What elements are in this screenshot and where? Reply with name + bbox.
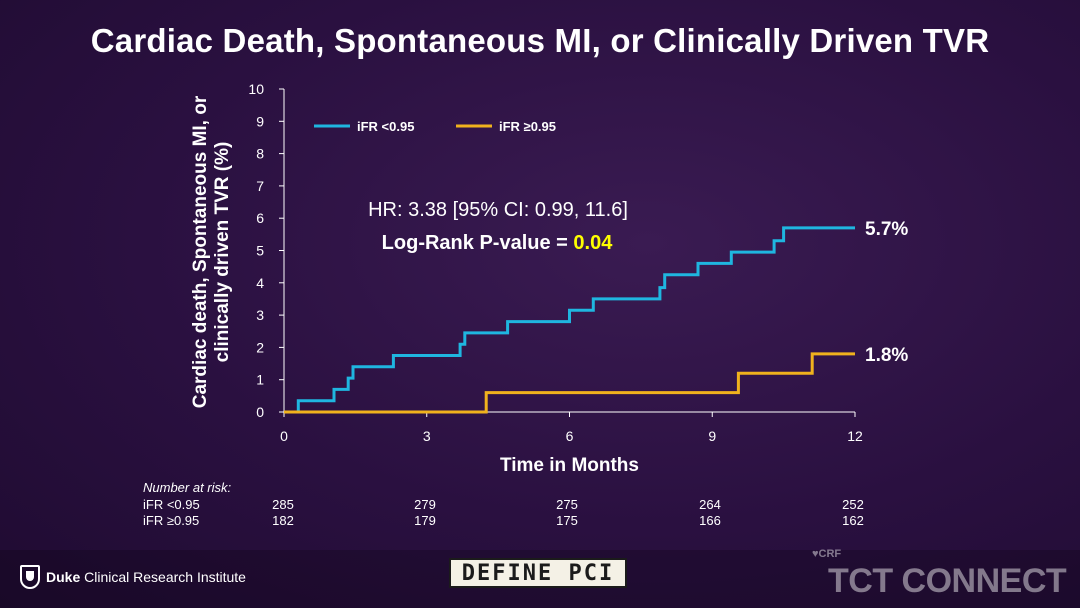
y-tick-label: 10 (248, 81, 264, 97)
series-line-0 (284, 226, 855, 414)
duke-logo-text: Duke Clinical Research Institute (46, 569, 246, 585)
y-tick-label: 2 (256, 339, 264, 355)
y-tick-label: 6 (256, 210, 264, 226)
series-end-label-0: 5.7% (865, 219, 908, 240)
chart-series: 5.7% 1.8% (284, 219, 908, 414)
risk-count: 279 (414, 497, 436, 512)
crf-logo: ♥CRF (812, 548, 842, 560)
chart-legend: iFR <0.95 iFR ≥0.95 (314, 119, 556, 134)
series-end-label-1: 1.8% (865, 345, 908, 366)
y-tick-label: 7 (256, 178, 264, 194)
risk-count: 285 (272, 497, 294, 512)
y-tick-label: 9 (256, 113, 264, 129)
y-tick-label: 0 (256, 404, 264, 420)
risk-count: 179 (414, 513, 436, 528)
define-pci-logo: DEFINE PCI (449, 558, 627, 588)
legend-label-0: iFR <0.95 (357, 119, 414, 134)
y-tick-label: 8 (256, 146, 264, 162)
risk-table-header: Number at risk: (143, 480, 232, 495)
y-tick-label: 4 (256, 275, 264, 291)
x-tick-label: 6 (566, 428, 574, 444)
risk-count: 175 (556, 513, 578, 528)
x-tick-label: 9 (708, 428, 716, 444)
y-tick-label: 5 (256, 243, 264, 259)
x-tick-label: 12 (847, 428, 863, 444)
x-tick-label: 3 (423, 428, 431, 444)
x-tick-label: 0 (280, 428, 288, 444)
tct-connect-logo: TCT CONNECT (828, 562, 1067, 600)
risk-row-label: iFR <0.95 (143, 497, 200, 512)
hazard-ratio-annotation: HR: 3.38 [95% CI: 0.99, 11.6] (368, 199, 628, 221)
risk-count: 252 (842, 497, 864, 512)
chart-annotations: HR: 3.38 [95% CI: 0.99, 11.6] Log-Rank P-… (368, 199, 628, 254)
y-tick-label: 1 (256, 372, 264, 388)
shield-icon (20, 565, 40, 589)
legend-label-1: iFR ≥0.95 (499, 119, 556, 134)
risk-count: 162 (842, 513, 864, 528)
risk-row: iFR <0.95 285 279 275 264 252 (0, 497, 1080, 513)
p-value-highlight: 0.04 (573, 232, 613, 254)
x-axis-label: Time in Months (500, 455, 639, 476)
risk-count: 275 (556, 497, 578, 512)
risk-count: 182 (272, 513, 294, 528)
duke-logo: Duke Clinical Research Institute (20, 563, 246, 591)
series-line-1 (284, 352, 855, 414)
risk-count: 166 (699, 513, 721, 528)
risk-count: 264 (699, 497, 721, 512)
slide-title: Cardiac Death, Spontaneous MI, or Clinic… (90, 22, 990, 59)
y-tick-label: 3 (256, 307, 264, 323)
risk-row: iFR ≥0.95 182 179 175 166 162 (0, 513, 1080, 529)
p-value-annotation: Log-Rank P-value = 0.04 (382, 232, 614, 254)
y-axis-label: Cardiac death, Spontaneous MI, or clinic… (190, 95, 233, 409)
risk-row-label: iFR ≥0.95 (143, 513, 200, 528)
